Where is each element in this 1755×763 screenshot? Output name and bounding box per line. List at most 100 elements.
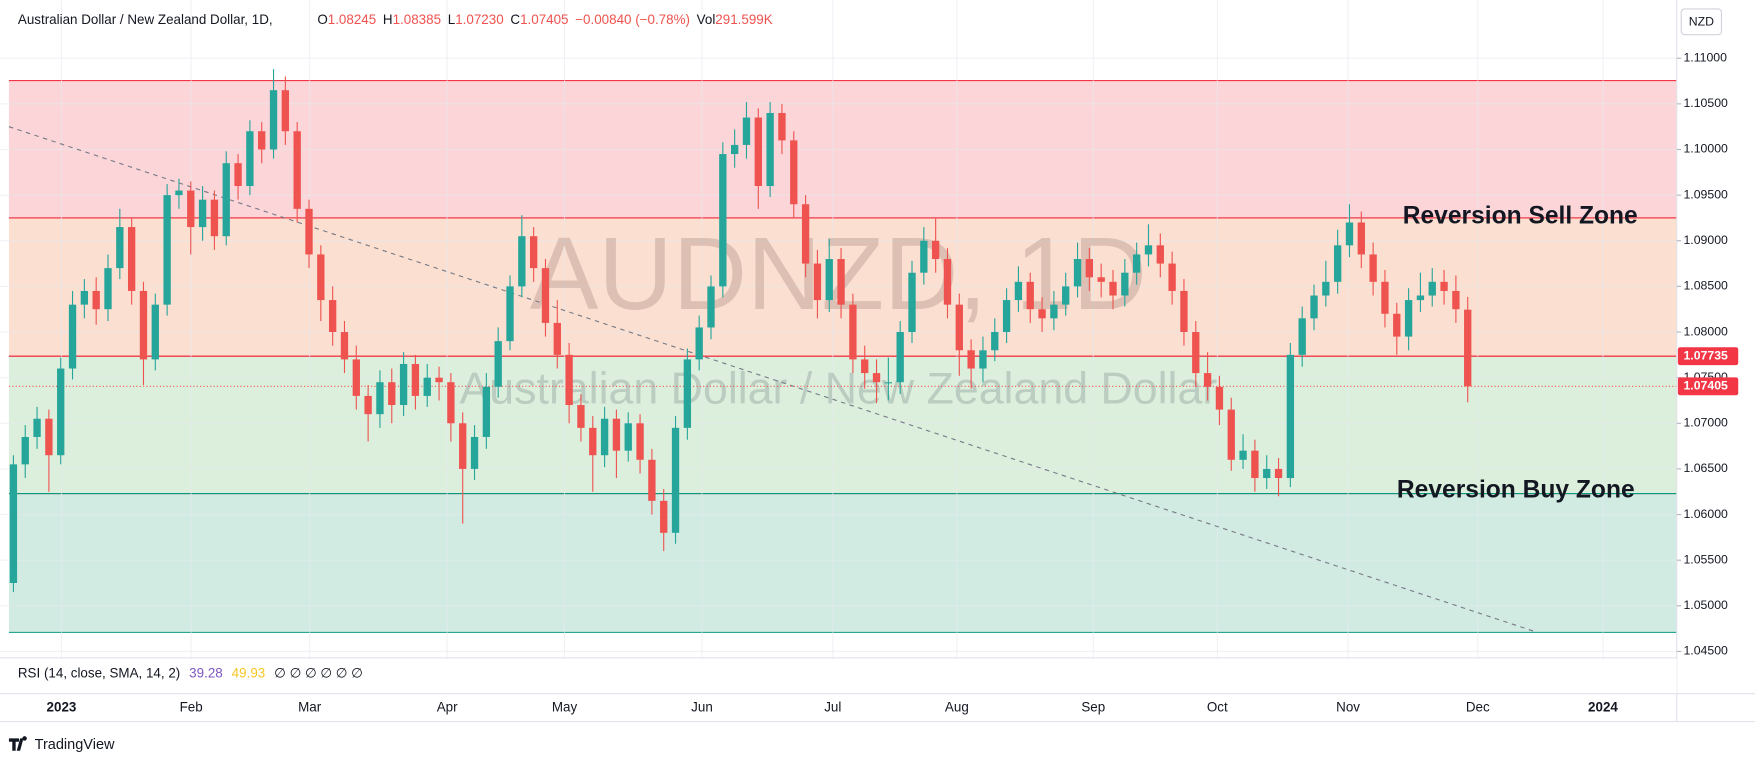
candle-body xyxy=(1097,277,1105,282)
candle-body xyxy=(955,304,963,351)
candle-body xyxy=(116,227,124,269)
zone xyxy=(8,356,1677,494)
candle-body xyxy=(1203,373,1212,387)
candle-body xyxy=(1168,263,1176,291)
candle-body xyxy=(494,341,502,387)
candle-body xyxy=(1239,450,1247,460)
candle-body xyxy=(1393,313,1401,337)
candle-body xyxy=(967,350,975,369)
rsi-title: RSI (14, close, SMA, 14, 2) xyxy=(18,665,180,680)
candle-body xyxy=(399,363,408,406)
rsi-value: 39.28 xyxy=(189,665,223,680)
candle-body xyxy=(1464,309,1472,387)
y-tick-label: 1.09500 xyxy=(1683,187,1728,201)
candle-body xyxy=(234,163,242,187)
candle-body xyxy=(872,373,881,383)
candle-body xyxy=(57,368,65,456)
candle-body xyxy=(293,131,301,209)
candle-body xyxy=(1404,300,1413,337)
legend-header: Australian Dollar / New Zealand Dollar, … xyxy=(18,12,773,27)
x-tick-label: May xyxy=(552,700,578,715)
price-label-box xyxy=(1677,377,1739,396)
x-tick-label: Jul xyxy=(824,700,841,715)
legend-field-value: 291.599K xyxy=(715,12,772,27)
candle-body xyxy=(210,199,219,237)
candle-body xyxy=(920,240,928,273)
currency-box[interactable] xyxy=(1680,8,1723,36)
candle-body xyxy=(529,236,538,269)
x-tick-label: 2024 xyxy=(1588,700,1618,715)
candle-body xyxy=(1381,281,1389,314)
x-tick-label: Dec xyxy=(1466,700,1490,715)
x-tick-label: 2023 xyxy=(47,700,77,715)
price-label: 1.07405 xyxy=(1683,379,1728,393)
candle-body xyxy=(719,154,727,287)
candle-body xyxy=(1345,222,1354,246)
legend-field-label: H xyxy=(383,12,393,27)
candle-body xyxy=(33,418,41,437)
candle-body xyxy=(565,354,573,406)
price-axis: 1.04500 1.05000 1.05500 1.06000 1.06500 1.070… xyxy=(1676,50,1739,658)
candle-body xyxy=(328,300,337,333)
candle-body xyxy=(1073,259,1082,287)
currency[interactable]: NZD xyxy=(1689,15,1714,29)
legend-field-value: −0.00840 (−0.78%) xyxy=(575,12,690,27)
candle-body xyxy=(825,259,833,301)
candle-body xyxy=(683,359,692,428)
candle-body xyxy=(589,427,597,456)
y-tick-label: 1.09000 xyxy=(1683,233,1728,247)
candle-body xyxy=(506,286,514,342)
x-tick-label: Nov xyxy=(1336,700,1360,715)
candle-body xyxy=(281,90,290,132)
candle-body xyxy=(352,359,360,396)
candle-body xyxy=(908,272,916,333)
candle-body xyxy=(1263,468,1271,479)
annotation: Reversion Buy Zone xyxy=(1397,477,1635,504)
candle-body xyxy=(861,359,869,374)
candle-body xyxy=(730,144,739,155)
candle-body xyxy=(896,332,904,383)
candle-body xyxy=(1357,222,1365,255)
candle-body xyxy=(1310,295,1318,319)
candle-body xyxy=(518,236,526,287)
candle-body xyxy=(801,204,810,264)
candle-body xyxy=(991,332,999,351)
candle-body xyxy=(246,131,254,187)
candle-body xyxy=(979,350,987,369)
price-label-box xyxy=(1677,347,1739,366)
candle-body xyxy=(660,500,668,533)
candle-body xyxy=(1333,245,1342,282)
candle-body xyxy=(766,112,774,187)
y-tick-label: 1.08500 xyxy=(1683,279,1728,293)
y-tick-label: 1.10000 xyxy=(1683,142,1728,156)
legend-field-label: Vol xyxy=(697,12,716,27)
candle-body xyxy=(1322,281,1330,296)
legend-field-label: O xyxy=(317,12,327,27)
y-tick-label: 1.06000 xyxy=(1683,507,1728,521)
legend-field-value: 1.08245 xyxy=(328,12,376,27)
candle-body xyxy=(187,190,195,228)
candle-body xyxy=(695,327,703,360)
grid xyxy=(0,0,1677,694)
y-tick-label: 1.10500 xyxy=(1683,96,1728,110)
rsi-other-values: ∅ ∅ ∅ ∅ ∅ ∅ xyxy=(274,665,363,680)
rsi-pane xyxy=(0,658,1677,694)
candle-body xyxy=(541,268,550,323)
candle-body xyxy=(482,386,491,437)
x-tick-label: Sep xyxy=(1081,700,1105,715)
candle-body xyxy=(1062,286,1070,305)
rsi-legend: RSI (14, close, SMA, 14, 2) 39.28 49.93 ∅ ∅… xyxy=(18,665,363,680)
legend-field-label: C xyxy=(510,12,520,27)
candle-body xyxy=(1038,309,1046,319)
y-tick-label: 1.05500 xyxy=(1683,552,1728,566)
candle-body xyxy=(340,332,349,360)
candle-body xyxy=(151,304,159,360)
annotation: Reversion Sell Zone xyxy=(1403,203,1638,230)
candle-body xyxy=(388,382,396,406)
candle-body xyxy=(198,199,207,228)
candle-body xyxy=(1215,386,1224,410)
candle-body xyxy=(837,259,845,305)
candle-body xyxy=(317,254,325,301)
candle-body xyxy=(1180,290,1188,333)
